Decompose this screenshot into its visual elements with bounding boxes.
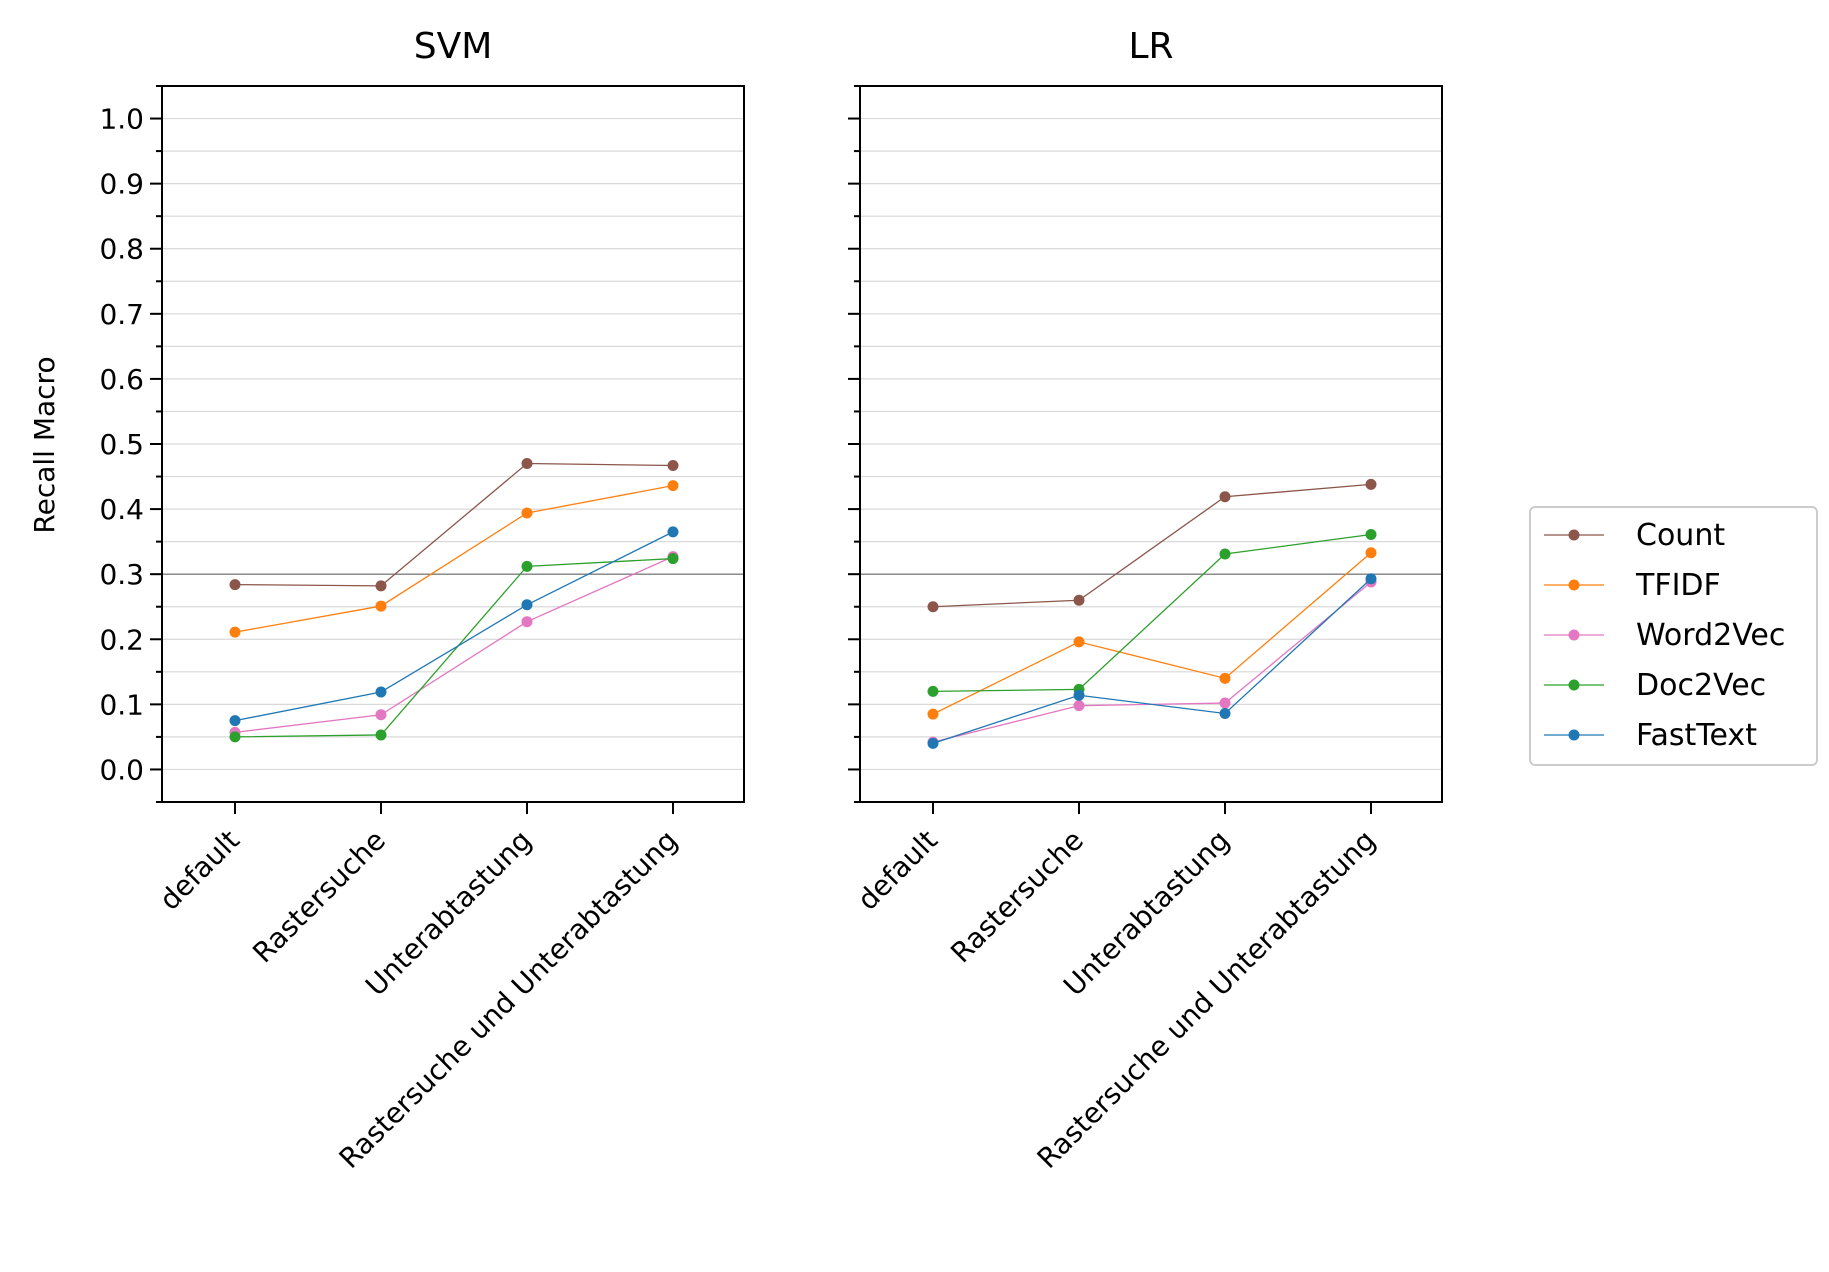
y-tick-label: 0.3 bbox=[99, 558, 144, 591]
legend-marker-word2vec bbox=[1568, 629, 1580, 641]
series-line-word2vec bbox=[234, 556, 674, 733]
legend-label-doc2vec: Doc2Vec bbox=[1636, 668, 1766, 703]
data-point-count bbox=[667, 459, 679, 471]
y-tick-label: 1.0 bbox=[99, 103, 144, 136]
data-point-count bbox=[521, 458, 533, 470]
series-line-count bbox=[234, 462, 674, 587]
legend-marker-count bbox=[1568, 529, 1580, 541]
data-point-tfidf bbox=[375, 600, 387, 612]
data-point-doc2vec bbox=[1365, 528, 1377, 540]
y-tick-label: 0.9 bbox=[99, 168, 144, 201]
data-point-doc2vec bbox=[229, 731, 241, 743]
data-point-tfidf bbox=[667, 480, 679, 492]
y-tick-label: 0.6 bbox=[99, 363, 144, 396]
legend-box bbox=[1529, 506, 1818, 766]
series-line-fasttext bbox=[932, 578, 1372, 745]
y-tick-label: 0.8 bbox=[99, 233, 144, 266]
data-point-fasttext bbox=[375, 686, 387, 698]
panels: 0.0 0.1 0.2 0.3 0.4 0.5 0.6 0.7 0.8 0.9 1.0 default… bbox=[99, 26, 1443, 1175]
legend-marker-tfidf bbox=[1568, 579, 1580, 591]
data-point-doc2vec bbox=[667, 553, 679, 565]
legend-label-count: Count bbox=[1636, 518, 1725, 553]
panel-title: LR bbox=[1128, 26, 1173, 67]
data-point-fasttext bbox=[229, 715, 241, 727]
panel-svm: 0.0 0.1 0.2 0.3 0.4 0.5 0.6 0.7 0.8 0.9 1.0 default… bbox=[99, 26, 745, 1175]
data-point-fasttext bbox=[1219, 707, 1231, 719]
data-point-tfidf bbox=[927, 708, 939, 720]
data-point-count bbox=[927, 601, 939, 613]
data-point-tfidf bbox=[1073, 636, 1085, 648]
data-point-doc2vec bbox=[1219, 548, 1231, 560]
x-tick-label: default bbox=[153, 824, 246, 917]
series-line-count bbox=[932, 483, 1372, 608]
data-point-fasttext bbox=[521, 599, 533, 611]
data-point-tfidf bbox=[1219, 672, 1231, 684]
data-point-count bbox=[1073, 594, 1085, 606]
series-line-doc2vec bbox=[234, 557, 674, 738]
y-axis-label: Recall Macro bbox=[28, 356, 61, 533]
data-point-doc2vec bbox=[927, 685, 939, 697]
data-point-fasttext bbox=[927, 737, 939, 749]
series-line-tfidf bbox=[932, 552, 1372, 715]
data-point-word2vec bbox=[521, 616, 533, 628]
data-point-tfidf bbox=[229, 626, 241, 638]
x-tick-label: Rastersuche bbox=[246, 824, 392, 970]
data-point-count bbox=[229, 579, 241, 591]
y-tick-label: 0.4 bbox=[99, 493, 144, 526]
data-point-count bbox=[1365, 478, 1377, 490]
data-point-fasttext bbox=[667, 526, 679, 538]
x-tick-label: default bbox=[851, 824, 944, 917]
legend-label-word2vec: Word2Vec bbox=[1636, 618, 1785, 653]
series-line-fasttext bbox=[234, 531, 674, 722]
panel-lr: default RastersucheUnterabtastungRastersu… bbox=[848, 26, 1443, 1175]
data-point-fasttext bbox=[1365, 573, 1377, 585]
y-tick-label: 0.5 bbox=[99, 428, 144, 461]
y-tick-label: 0.7 bbox=[99, 298, 144, 331]
data-point-tfidf bbox=[521, 507, 533, 519]
legend-label-fasttext: FastText bbox=[1636, 718, 1757, 753]
series-line-doc2vec bbox=[932, 533, 1372, 692]
data-point-count bbox=[375, 580, 387, 592]
legend-marker-fasttext bbox=[1568, 729, 1580, 741]
y-tick-label: 0.1 bbox=[99, 688, 144, 721]
data-point-word2vec bbox=[1219, 697, 1231, 709]
series-line-word2vec bbox=[932, 581, 1372, 743]
data-point-word2vec bbox=[1073, 700, 1085, 712]
legend-label-tfidf: TFIDF bbox=[1635, 568, 1721, 603]
series-line-tfidf bbox=[234, 485, 674, 633]
x-tick-label: Rastersuche bbox=[944, 824, 1090, 970]
data-point-count bbox=[1219, 491, 1231, 503]
data-point-word2vec bbox=[375, 709, 387, 721]
legend: Count TFIDF Word2Vec Doc2Vec FastText bbox=[1529, 506, 1818, 766]
y-tick-label: 0.0 bbox=[99, 753, 144, 786]
data-point-doc2vec bbox=[375, 729, 387, 741]
data-point-fasttext bbox=[1073, 689, 1085, 701]
panel-title: SVM bbox=[414, 26, 493, 67]
legend-marker-doc2vec bbox=[1568, 679, 1580, 691]
data-point-tfidf bbox=[1365, 547, 1377, 559]
data-point-doc2vec bbox=[521, 560, 533, 572]
y-tick-label: 0.2 bbox=[99, 623, 144, 656]
